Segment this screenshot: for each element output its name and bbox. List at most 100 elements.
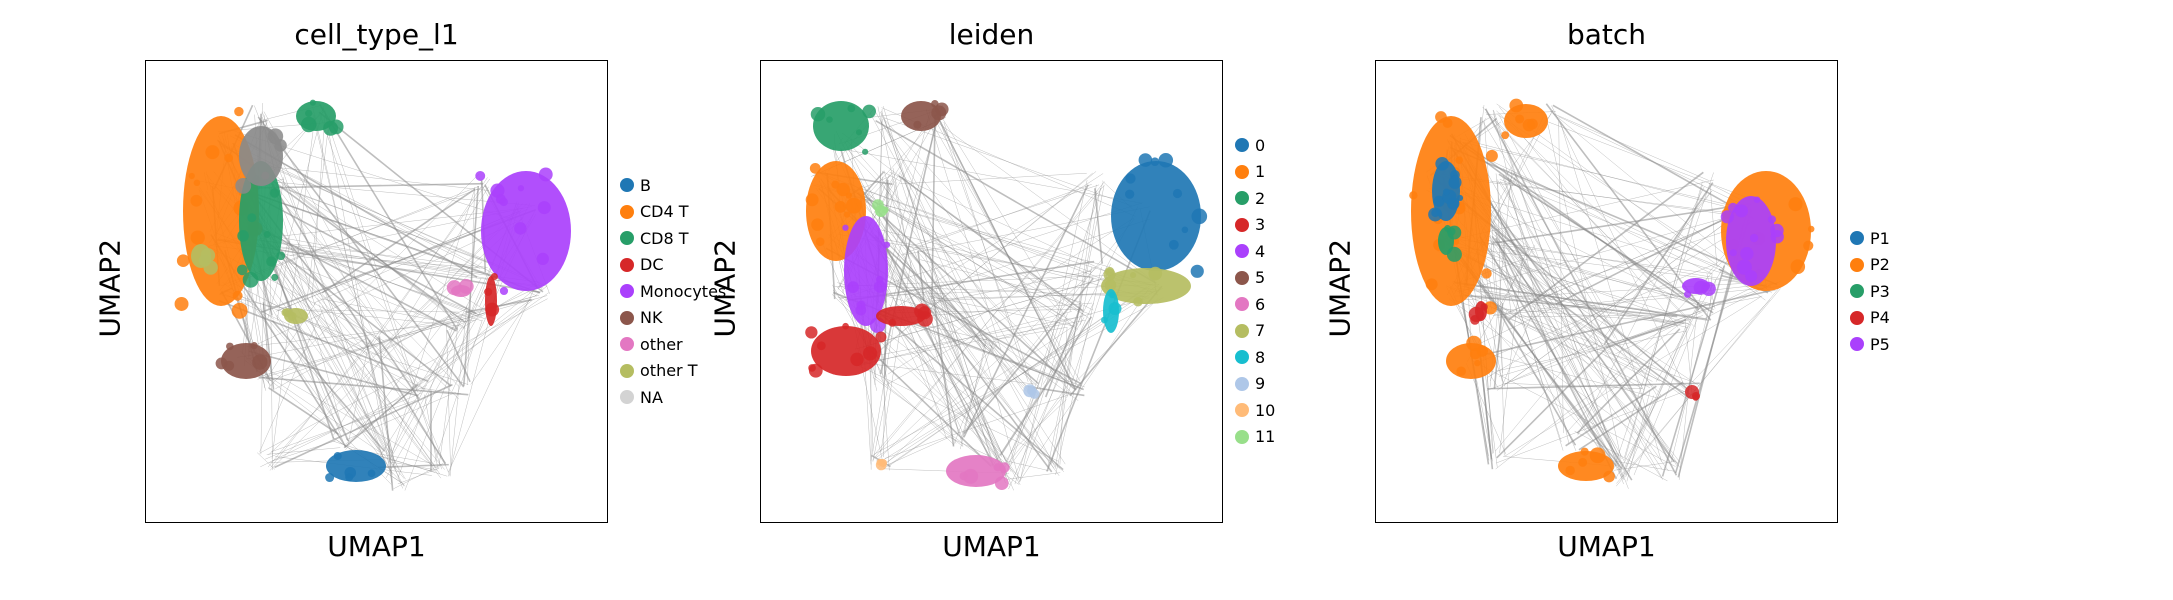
panel-batch: batch UMAP2 UMAP1 P1 P2 P3 P4 P5: [1305, 0, 2005, 600]
graph-edge: [1073, 298, 1159, 384]
cluster-monocytes-fringe: [517, 185, 525, 192]
graph-edge: [1495, 302, 1707, 470]
cluster-leiden-0-fringe: [1125, 173, 1136, 184]
graph-edge: [1552, 104, 1755, 220]
legend-item: 2: [1235, 185, 1275, 212]
cluster-batch-p2-fringe: [1603, 470, 1615, 483]
graph-edge: [930, 310, 1012, 472]
graph-edge: [1491, 235, 1541, 302]
cluster-leiden-8-fringe: [1101, 316, 1108, 324]
graph-edge: [1496, 110, 1701, 314]
graph-edge: [936, 121, 1156, 283]
graph-edge: [873, 108, 1039, 396]
graph-edge: [1560, 122, 1662, 462]
cluster-cd8-t-fringe: [247, 213, 257, 223]
graph-edge: [881, 110, 1006, 484]
cluster-graph-core-fringe: [261, 171, 270, 180]
umap-scatter: [805, 99, 1208, 491]
cluster-batch-p5-fringe: [1767, 215, 1776, 224]
graph-edge: [836, 286, 846, 296]
graph-edge: [1487, 214, 1765, 378]
cluster-cd4-t-fringe: [224, 153, 233, 163]
graph-edge: [880, 121, 1072, 383]
cluster-leiden-7-fringe: [1129, 272, 1137, 279]
legend-item: 5: [1235, 265, 1275, 292]
cluster-leiden-1-fringe: [845, 197, 862, 214]
cluster-batch-p2-fringe: [1515, 114, 1525, 124]
graph-edge: [1605, 318, 1687, 349]
graph-edge: [273, 183, 489, 264]
graph-edge: [877, 106, 910, 258]
cluster-other-t-fringe: [287, 311, 297, 321]
legend-label: 5: [1255, 268, 1266, 288]
graph-edge: [313, 309, 459, 313]
graph-edge: [249, 230, 483, 317]
cluster-leiden-4-fringe: [856, 300, 866, 310]
graph-edge: [272, 183, 345, 434]
graph-edge: [1501, 294, 1541, 388]
graph-edge: [1504, 342, 1598, 385]
cluster-leiden-3-fringe: [805, 326, 818, 339]
graph-edge: [1538, 295, 1624, 467]
graph-edge: [1448, 140, 1724, 272]
cluster-leiden-7-fringe: [1148, 266, 1163, 281]
graph-edge: [1449, 146, 1778, 286]
cluster-leiden-2-fringe: [862, 104, 876, 119]
graph-edge: [1518, 257, 1714, 305]
graph-edge: [378, 336, 394, 491]
cluster-batch-p5-fringe: [1735, 204, 1749, 218]
graph-edge: [1055, 184, 1097, 468]
graph-edge: [1456, 140, 1756, 212]
legend-swatch: [1850, 231, 1864, 246]
cluster-leiden-2-fringe: [862, 148, 869, 155]
graph-edge: [1487, 382, 1700, 390]
legend-label: 7: [1255, 321, 1266, 341]
cluster-b-fringe: [367, 469, 376, 478]
cluster-other-fringe: [446, 280, 462, 296]
graph-edge: [892, 167, 910, 260]
graph-edge: [268, 387, 339, 435]
cluster-cd8-t-fringe: [242, 271, 259, 288]
graph-edge: [882, 314, 1080, 388]
legend-label: other T: [640, 361, 698, 381]
graph-edge: [414, 318, 463, 394]
cluster-leiden-0-fringe: [1172, 188, 1183, 199]
graph-edge: [898, 175, 994, 462]
cluster-batch-p4-fringe: [1480, 303, 1488, 311]
graph-edge: [1459, 210, 1753, 292]
graph-edge: [963, 184, 1089, 438]
y-axis-label: UMAP2: [1323, 238, 1357, 338]
cluster-batch-p1-fringe: [1443, 188, 1450, 196]
legend-label: Monocytes: [640, 281, 727, 301]
legend-swatch: [1235, 297, 1249, 312]
graph-edge: [1495, 190, 1712, 452]
legend-label: other: [640, 334, 683, 354]
graph-edge: [1449, 245, 1768, 287]
cluster-monocytes-fringe: [499, 286, 509, 296]
legend-item: Monocytes: [620, 278, 726, 305]
graph-edge: [1476, 290, 1771, 357]
graph-edge: [982, 345, 1020, 482]
graph-edge: [1017, 287, 1150, 485]
graph-edge: [1014, 317, 1068, 485]
legend-swatch: [1235, 403, 1249, 418]
cluster-batch-p2-fringe: [1522, 118, 1536, 132]
y-axis-label: UMAP2: [93, 238, 127, 338]
cluster-cd8-t-fringe: [301, 116, 317, 133]
cluster-leiden-3-fringe: [918, 306, 932, 320]
cluster-batch-p5-fringe: [1770, 223, 1784, 238]
graph-edge: [391, 459, 436, 473]
graph-edge: [1604, 355, 1653, 382]
legend-label: P5: [1870, 334, 1890, 354]
legend-swatch: [1850, 337, 1864, 352]
graph-edge: [884, 120, 1063, 314]
legend: P1 P2 P3 P4 P5: [1850, 225, 1890, 358]
legend-label: NA: [640, 387, 663, 407]
cluster-batch-p2-fringe: [1466, 335, 1482, 351]
cluster-cd4-t-fringe: [232, 290, 243, 301]
graph-edge: [1493, 303, 1504, 389]
graph-edge: [1544, 294, 1688, 328]
cluster-batch-p2-fringe: [1469, 348, 1481, 360]
legend-label: DC: [640, 255, 664, 275]
graph-edge: [1492, 303, 1700, 399]
